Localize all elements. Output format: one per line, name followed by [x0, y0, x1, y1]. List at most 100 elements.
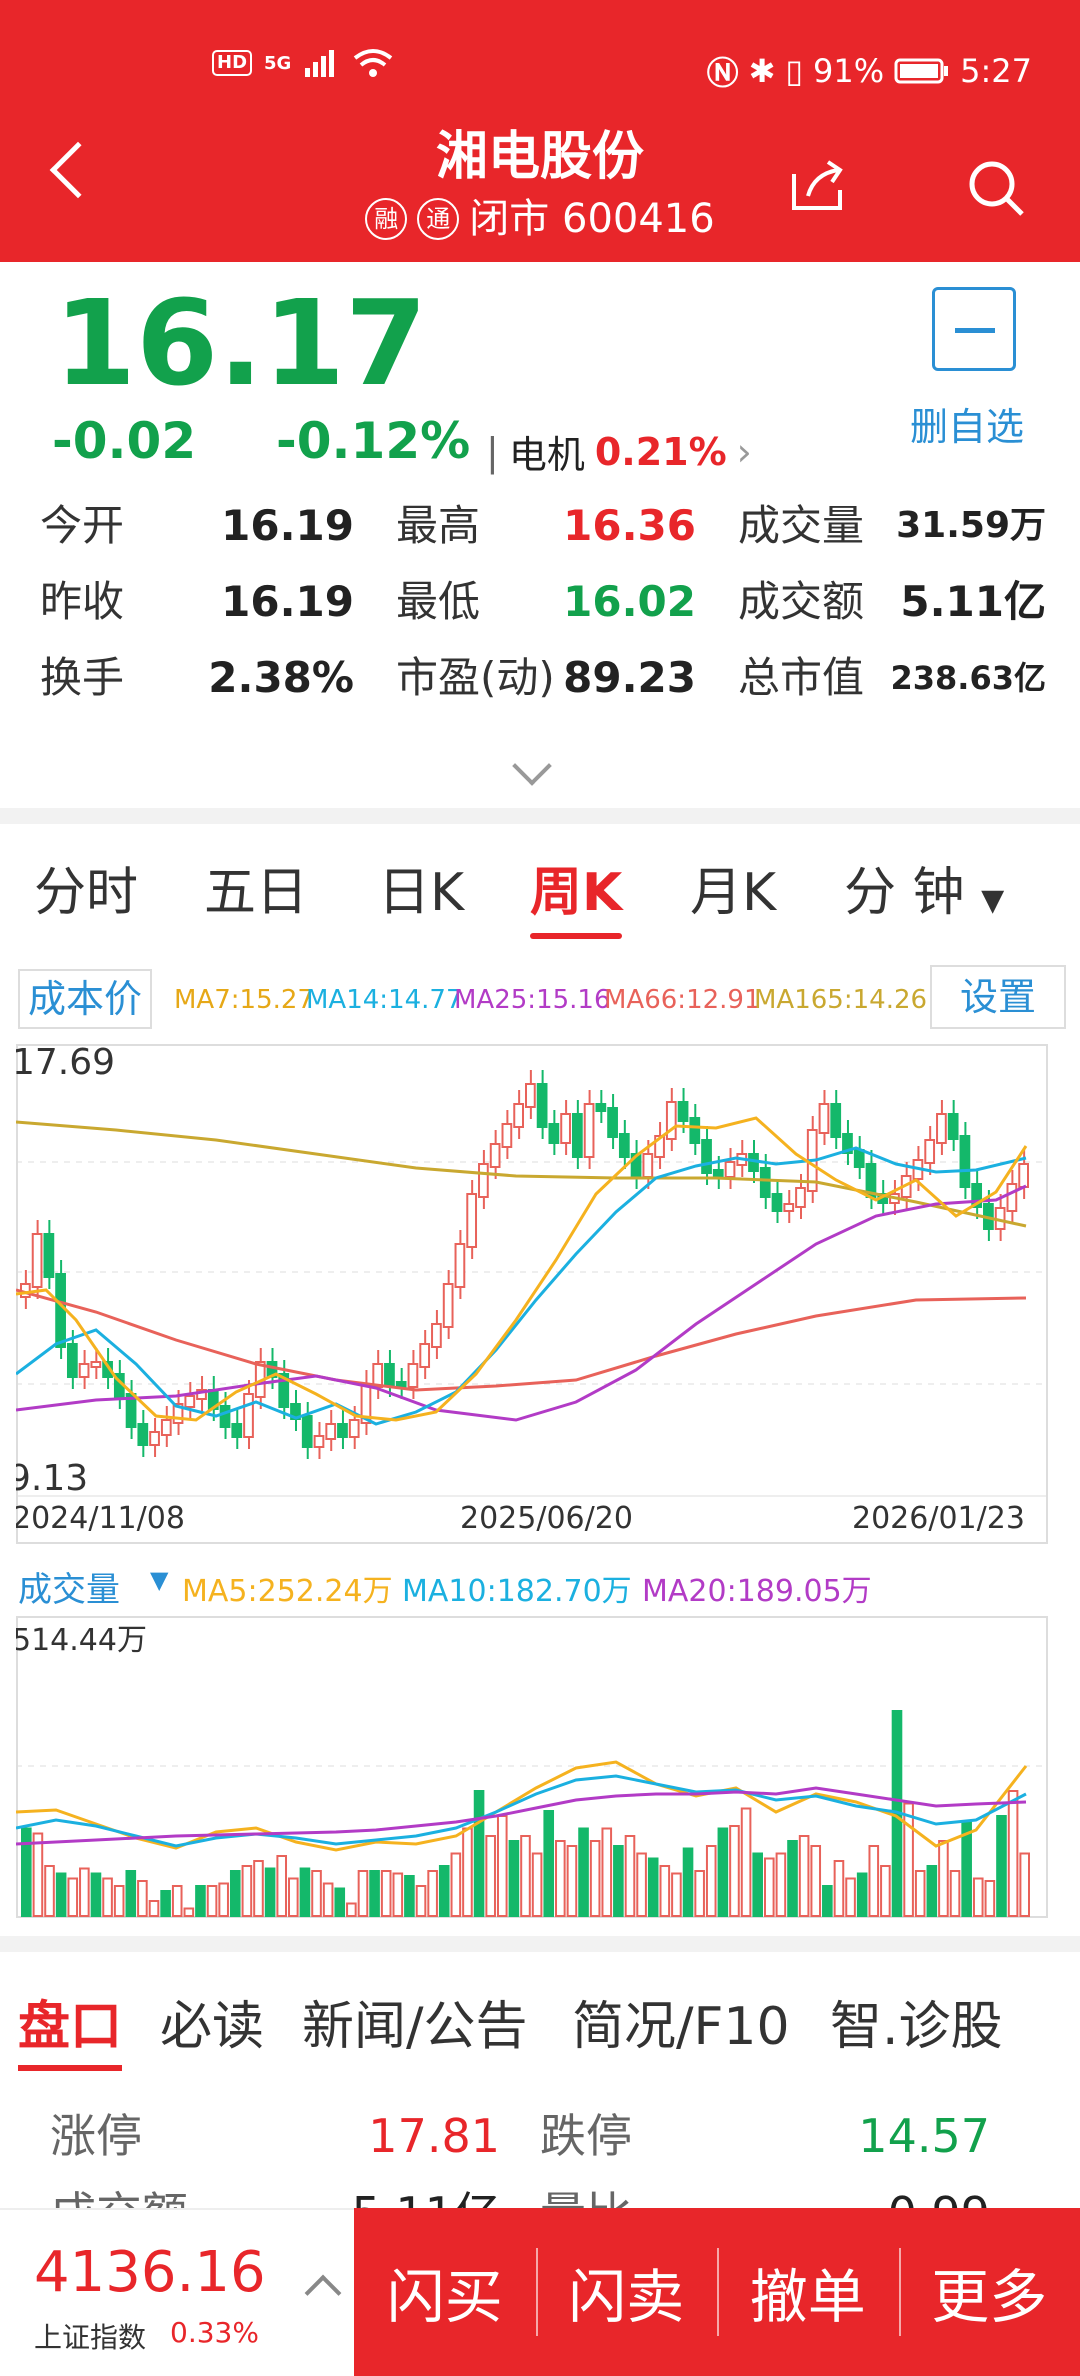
share-icon[interactable]: [790, 160, 846, 212]
candle-body: [571, 1113, 583, 1158]
hd-badge: HD: [212, 50, 253, 76]
candle-body: [313, 1435, 325, 1448]
limit-up-value: 17.81: [368, 2109, 500, 2163]
quote-label: 换手: [40, 653, 125, 702]
limit-down-label: 跌停: [540, 2109, 632, 2163]
candle-body: [959, 1135, 971, 1188]
candle-body: [724, 1161, 736, 1178]
volume-chart[interactable]: 514.44万: [16, 1616, 1048, 1918]
vol-ma5: MA5:252.24万: [182, 1574, 393, 1609]
candle-body: [771, 1193, 783, 1212]
volume-bar-item: [903, 1802, 914, 1917]
candle-body: [278, 1373, 290, 1408]
tab-monthly-k[interactable]: 月K: [690, 863, 777, 923]
volume-bar-item: [775, 1852, 787, 1917]
volume-bar-item: [752, 1852, 763, 1917]
candle-body: [654, 1135, 665, 1158]
volume-bar-item: [531, 1852, 543, 1917]
vol-ma20: MA20:189.05万: [642, 1574, 872, 1609]
volume-bar-item: [914, 1870, 926, 1917]
candle-body: [301, 1415, 313, 1448]
volume-bar-item: [787, 1840, 798, 1917]
volume-bar-item: [729, 1825, 740, 1917]
cost-price-button[interactable]: 成本价: [18, 969, 153, 1029]
volume-bar-item: [868, 1845, 880, 1917]
candle-body: [348, 1419, 360, 1438]
candle-body: [431, 1323, 442, 1348]
candle-body: [513, 1103, 525, 1128]
candle-body: [830, 1103, 842, 1138]
top-header: HD 5G Ⓝ ✱ ▯ 91% 5:27 湘电股份 融 通 闭市 600416: [0, 0, 1080, 262]
candle-body: [407, 1363, 419, 1388]
candle-body: [924, 1139, 936, 1164]
volume-bar-item: [949, 1870, 961, 1917]
candle-body: [583, 1103, 595, 1158]
candle-body: [454, 1243, 466, 1288]
candle-body: [548, 1123, 560, 1144]
volume-bar-item: [926, 1865, 938, 1917]
more-button[interactable]: 更多: [898, 2208, 1080, 2376]
volume-bar-item: [462, 1827, 473, 1917]
volume-bar-item: [613, 1845, 624, 1917]
tab-weekly-k[interactable]: 周K: [530, 850, 623, 939]
x-axis-date-start: 2024/11/08: [16, 1501, 185, 1536]
cancel-order-button[interactable]: 撤单: [717, 2208, 899, 2376]
volume-bar-item: [218, 1882, 229, 1917]
quote-value: 5.11亿: [900, 577, 1046, 626]
trade-actions: 闪买 闪卖 撤单 更多: [354, 2208, 1080, 2376]
tab-must-read[interactable]: 必读: [160, 1997, 265, 2057]
kline-chart[interactable]: 17.69 9.13 2024/11/08 2025/06/20 2026/01…: [16, 1044, 1048, 1544]
tab-f10[interactable]: 简况/F10: [572, 1997, 790, 2057]
tab-pankou[interactable]: 盘口: [18, 1984, 123, 2071]
quick-sell-button[interactable]: 闪卖: [535, 2208, 718, 2376]
tab-diagnosis[interactable]: 智.诊股: [830, 1997, 1003, 2057]
volume-bar: 成交量 ▼ MA5:252.24万 MA10:182.70万 MA20:189.…: [14, 1562, 1066, 1610]
connect-badge: 通: [417, 198, 460, 240]
volume-bar-item: [984, 1880, 996, 1917]
volume-bar-item: [520, 1835, 531, 1917]
tab-daily-k[interactable]: 日K: [378, 863, 465, 923]
signal-icon: [305, 50, 335, 77]
volume-bar-item: [566, 1845, 578, 1917]
quick-buy-button[interactable]: 闪买: [386, 2263, 503, 2331]
index-value[interactable]: 4136.16: [34, 2240, 266, 2305]
volume-bar-item: [856, 1872, 868, 1917]
quote-value: 89.23: [563, 653, 696, 702]
candle-body: [536, 1083, 548, 1128]
stock-name: 湘电股份: [435, 127, 644, 187]
clock: 5:27: [960, 52, 1032, 90]
quote-label: 最低: [396, 577, 481, 626]
remove-favorite-label[interactable]: 删自选: [910, 405, 1025, 449]
status-bar: HD 5G Ⓝ ✱ ▯ 91% 5:27: [0, 48, 1080, 92]
tab-minute[interactable]: 分 钟 ▼: [844, 850, 1004, 925]
sector-link[interactable]: | 电机 0.21% ›: [486, 424, 752, 479]
volume-bar-item: [833, 1860, 845, 1917]
volume-bar-item: [996, 1815, 1007, 1917]
volume-bar-item: [311, 1870, 322, 1917]
quote-label: 市盈(动): [396, 653, 555, 702]
volume-bar-item: [717, 1827, 729, 1917]
volume-bar-item: [380, 1870, 392, 1917]
vibrate-icon: ▯: [785, 52, 804, 90]
tab-intraday[interactable]: 分时: [34, 863, 139, 923]
volume-bar-item: [357, 1870, 369, 1917]
quote-label: 成交额: [738, 577, 865, 626]
candle-body: [853, 1149, 865, 1168]
candle-body: [372, 1363, 384, 1388]
tab-news[interactable]: 新闻/公告: [302, 1997, 528, 2057]
volume-bar-item: [113, 1885, 125, 1917]
ma-bar: 成本价 MA7:15.27 MA14:14.77 MA25:15.16 MA66…: [14, 965, 1066, 1031]
search-icon[interactable]: [964, 156, 1028, 220]
candle-body: [231, 1423, 243, 1438]
volume-bar-item: [346, 1902, 357, 1917]
ma14-line: [16, 1146, 1027, 1426]
caret-down-icon[interactable]: ▼: [150, 1566, 169, 1594]
ma14-value: MA14:14.77: [306, 985, 463, 1015]
settings-button[interactable]: 设置: [930, 965, 1066, 1029]
chevron-down-icon[interactable]: [512, 746, 552, 786]
sector-pct: 0.21%: [594, 429, 727, 474]
candle-body: [689, 1117, 701, 1144]
remove-favorite-button[interactable]: [932, 287, 1016, 371]
candle-body: [137, 1423, 149, 1446]
tab-five-day[interactable]: 五日: [204, 863, 309, 923]
